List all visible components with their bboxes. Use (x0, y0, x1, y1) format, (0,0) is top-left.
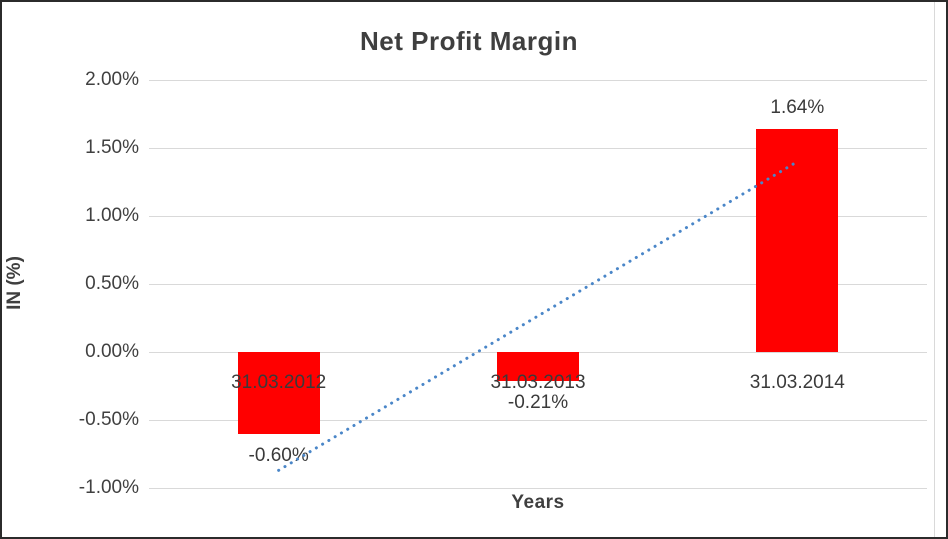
y-tick-label: -0.50% (78, 409, 139, 430)
category-label-31.03.2014: 31.03.2014 (749, 372, 845, 393)
y-tick-label: 1.50% (85, 137, 139, 158)
data-label-1.64%: 1.64% (770, 96, 825, 118)
data-label--0.21%: -0.21% (507, 391, 569, 413)
y-tick-label: -1.00% (78, 477, 139, 498)
chart-title: Net Profit Margin (360, 26, 578, 56)
y-tick-label: 0.00% (85, 341, 139, 362)
gridline-2.00% (149, 79, 927, 81)
y-axis-title: IN (%) (4, 256, 25, 310)
data-label--0.60%: -0.60% (248, 444, 309, 466)
y-tick-label: 2.00% (85, 69, 139, 90)
gridline-1.50% (149, 147, 927, 149)
chart-area-border (934, 2, 935, 537)
x-axis-title: Years (511, 492, 565, 513)
y-tick-label: 0.50% (85, 273, 139, 294)
gridline--1.00% (149, 487, 927, 489)
bar-31.03.2014 (756, 128, 839, 352)
y-tick-label: 1.00% (85, 205, 139, 226)
category-label-31.03.2012: 31.03.2012 (231, 372, 327, 393)
